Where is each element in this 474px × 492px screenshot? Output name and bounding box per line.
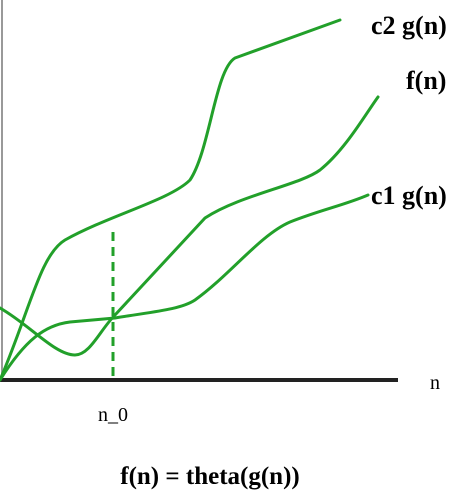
threshold-label: n_0	[98, 404, 128, 426]
lower-curve	[0, 193, 370, 382]
x-axis-label: n	[430, 372, 440, 394]
middle-curve-label: f(n)	[406, 66, 446, 95]
upper-curve	[0, 18, 342, 382]
upper-curve-label: c2 g(n)	[371, 11, 447, 40]
lower-curve-label: c1 g(n)	[371, 181, 447, 210]
caption: f(n) = theta(g(n))	[120, 463, 299, 490]
middle-curve	[0, 95, 380, 357]
